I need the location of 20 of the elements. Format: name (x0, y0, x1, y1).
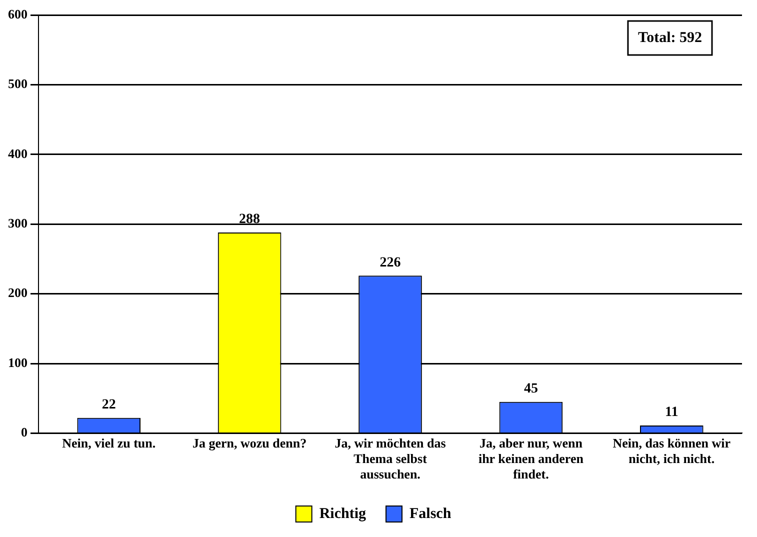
data-label: 288 (239, 212, 260, 228)
data-label: 22 (102, 397, 116, 412)
data-label: 45 (524, 381, 538, 396)
y-tick-label: 400 (8, 146, 28, 161)
legend-label: Richtig (319, 506, 366, 522)
data-label: 226 (380, 255, 401, 270)
y-tick-label: 0 (21, 424, 28, 440)
y-tick-label: 600 (8, 6, 28, 22)
y-tick-label: 500 (8, 76, 28, 92)
annotation: Total: 592 (638, 30, 702, 46)
y-tick-label: 300 (8, 215, 28, 230)
x-tick-label: Ja, aber nur, wenn ihr keinen anderen findet. (478, 435, 584, 482)
y-tick-label: 200 (8, 285, 28, 300)
data-label: 11 (665, 405, 678, 420)
x-tick-label: Nein, das können wir nicht, ich nicht. (612, 435, 731, 466)
x-tick-label: Ja gern, wozu denn? (192, 435, 307, 450)
x-tick-label: Ja, wir möchten das Thema selbst aussuchen. (334, 435, 446, 482)
y-tick-label: 100 (8, 354, 28, 370)
legend-label: Falsch (410, 506, 452, 522)
x-tick-label: Nein, viel zu tun. (62, 435, 156, 450)
